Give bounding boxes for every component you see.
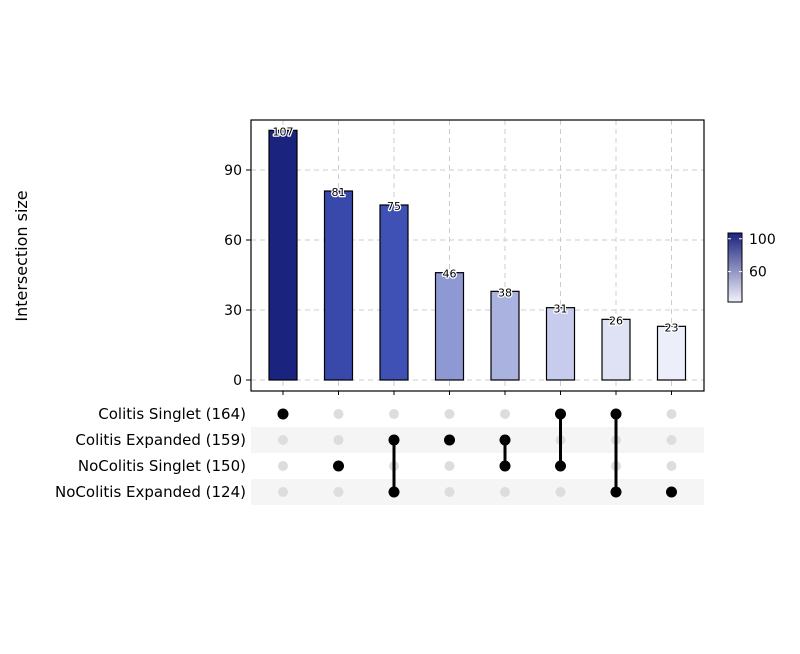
color-legend-bar (727, 232, 743, 303)
inactive-dot (444, 487, 455, 497)
bar-label: 107 (273, 125, 294, 138)
inactive-dot (666, 435, 677, 445)
inactive-dot (278, 487, 288, 497)
active-dot (277, 408, 289, 420)
bar (268, 129, 298, 381)
set-label: NoColitis Singlet (150) (78, 457, 246, 475)
legend-tick-label: 60 (749, 265, 767, 281)
bar (490, 290, 520, 381)
y-tick-label: 60 (224, 233, 242, 249)
inactive-dot (278, 461, 288, 471)
bar (656, 325, 687, 381)
y-tick-label: 0 (233, 373, 242, 389)
bar (601, 318, 631, 381)
panel-border (250, 119, 705, 392)
bar-label: 23 (665, 321, 679, 334)
y-tick-label: 30 (224, 303, 242, 319)
inactive-dot (666, 409, 677, 419)
inactive-dot (500, 487, 510, 497)
active-dot (499, 460, 511, 472)
inactive-dot (555, 487, 566, 497)
set-label: Colitis Expanded (159) (75, 431, 246, 449)
bar-label: 81 (332, 186, 346, 199)
active-dot (555, 408, 566, 420)
active-dot (444, 434, 455, 446)
bar-label: 46 (443, 268, 457, 281)
inactive-dot (333, 435, 344, 445)
bar-label: 31 (554, 303, 568, 316)
bar-label: 26 (609, 314, 623, 327)
inactive-dot (444, 461, 455, 471)
active-dot (555, 460, 566, 472)
inactive-dot (444, 409, 455, 419)
active-dot (333, 460, 344, 472)
y-axis-title: Intersection size (12, 190, 31, 321)
active-dot (388, 486, 400, 498)
bar-label: 38 (498, 286, 512, 299)
inactive-dot (333, 409, 344, 419)
active-dot (666, 486, 677, 498)
active-dot (610, 486, 622, 498)
legend-tick-label: 100 (749, 232, 776, 248)
active-dot (610, 408, 622, 420)
y-tick-label: 90 (224, 163, 242, 179)
active-dot (499, 434, 511, 446)
bar (434, 272, 465, 381)
inactive-dot (278, 435, 288, 445)
bar-label: 75 (387, 200, 401, 213)
inactive-dot (333, 487, 344, 497)
bar (545, 307, 576, 381)
matrix-stripe (251, 479, 704, 505)
inactive-dot (389, 409, 399, 419)
active-dot (388, 434, 400, 446)
inactive-dot (666, 461, 677, 471)
bar (323, 190, 354, 381)
bar (379, 204, 409, 381)
set-label: Colitis Singlet (164) (98, 405, 246, 423)
set-label: NoColitis Expanded (124) (55, 483, 246, 501)
matrix-stripe (251, 427, 704, 453)
inactive-dot (500, 409, 510, 419)
